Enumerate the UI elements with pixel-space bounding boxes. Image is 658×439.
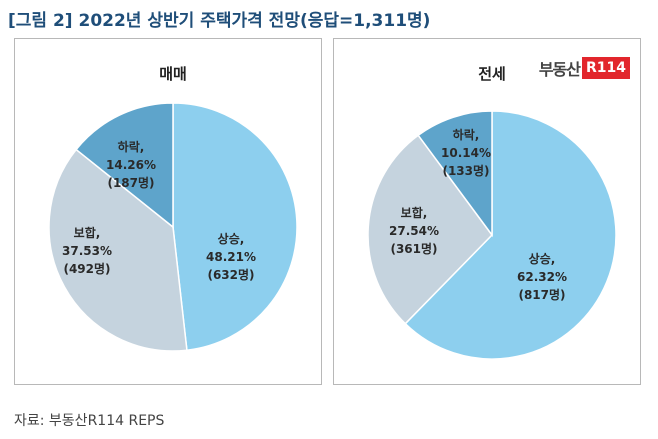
slice-label: 상승, — [218, 231, 245, 246]
slice-label: 하락, — [453, 127, 480, 142]
pie-slice — [172, 102, 298, 352]
slice-label: (361명) — [390, 242, 437, 256]
pie-slice — [75, 102, 174, 229]
slice-label: 보합, — [74, 225, 101, 240]
brand-box: R114 — [581, 57, 630, 79]
pie-slice — [48, 148, 188, 352]
slice-label: (817명) — [518, 288, 565, 302]
slice-label: 하락, — [118, 139, 145, 154]
slice-label: 62.32% — [517, 270, 567, 284]
slice-label: (632명) — [207, 268, 254, 282]
slice-label: (133명) — [442, 164, 489, 178]
slice-label: 상승, — [529, 251, 556, 266]
chart-title: 전세 — [478, 65, 506, 83]
slice-label: 14.26% — [106, 158, 156, 172]
brand-logo: 부동산 R114 — [539, 57, 630, 79]
chart-title: 매매 — [159, 65, 187, 83]
slice-label: 48.21% — [206, 250, 256, 264]
slice-label: (492명) — [63, 262, 110, 276]
pie-slice — [404, 110, 617, 360]
brand-text: 부동산 — [538, 60, 581, 79]
pie-slice — [367, 134, 493, 325]
slice-label: 27.54% — [389, 224, 439, 238]
pie-slice — [417, 110, 493, 238]
source-note: 자료: 부동산R114 REPS — [14, 413, 165, 429]
slice-label: 보합, — [401, 205, 428, 220]
figure-title: [그림 2] 2022년 상반기 주택가격 전망(응답=1,311명) — [8, 11, 431, 31]
slice-label: 10.14% — [441, 146, 491, 160]
slice-label: 37.53% — [62, 244, 112, 258]
slice-label: (187명) — [107, 176, 154, 190]
